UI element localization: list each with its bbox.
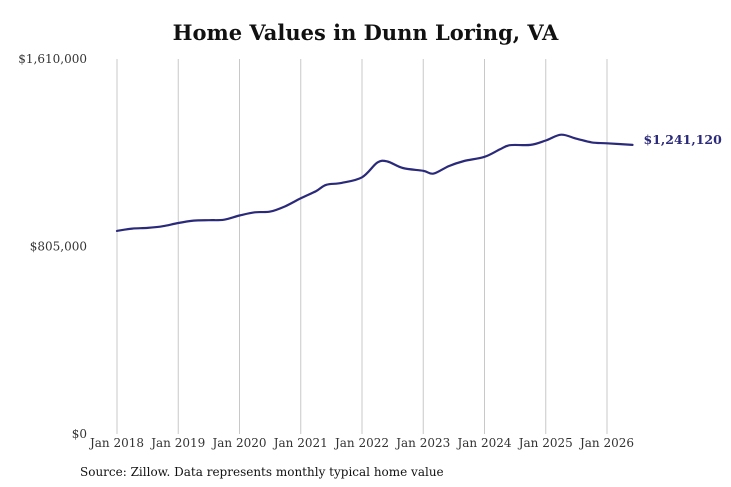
x-tick-label: Jan 2022 bbox=[333, 436, 389, 450]
y-tick-label: $0 bbox=[72, 427, 87, 441]
x-tick-label: Jan 2019 bbox=[149, 436, 205, 450]
x-tick-label: Jan 2023 bbox=[394, 436, 450, 450]
y-tick-label: $805,000 bbox=[30, 240, 87, 254]
x-tick-label: Jan 2024 bbox=[455, 436, 511, 450]
x-tick-label: Jan 2020 bbox=[210, 436, 266, 450]
chart-title: Home Values in Dunn Loring, VA bbox=[172, 20, 559, 45]
x-tick-label: Jan 2021 bbox=[272, 436, 328, 450]
x-tick-label: Jan 2025 bbox=[517, 436, 573, 450]
end-value-label: $1,241,120 bbox=[644, 132, 723, 147]
series-line bbox=[115, 133, 634, 232]
grid-lines bbox=[116, 59, 608, 434]
x-tick-label: Jan 2026 bbox=[578, 436, 634, 450]
y-axis: $0 $805,000 $1,610,000 bbox=[18, 52, 87, 441]
x-axis: Jan 2018 Jan 2019 Jan 2020 Jan 2021 Jan 2022… bbox=[88, 436, 634, 450]
x-tick-label: Jan 2018 bbox=[88, 436, 144, 450]
source-note: Source: Zillow. Data represents monthly … bbox=[80, 465, 444, 479]
y-tick-label: $1,610,000 bbox=[18, 52, 87, 66]
